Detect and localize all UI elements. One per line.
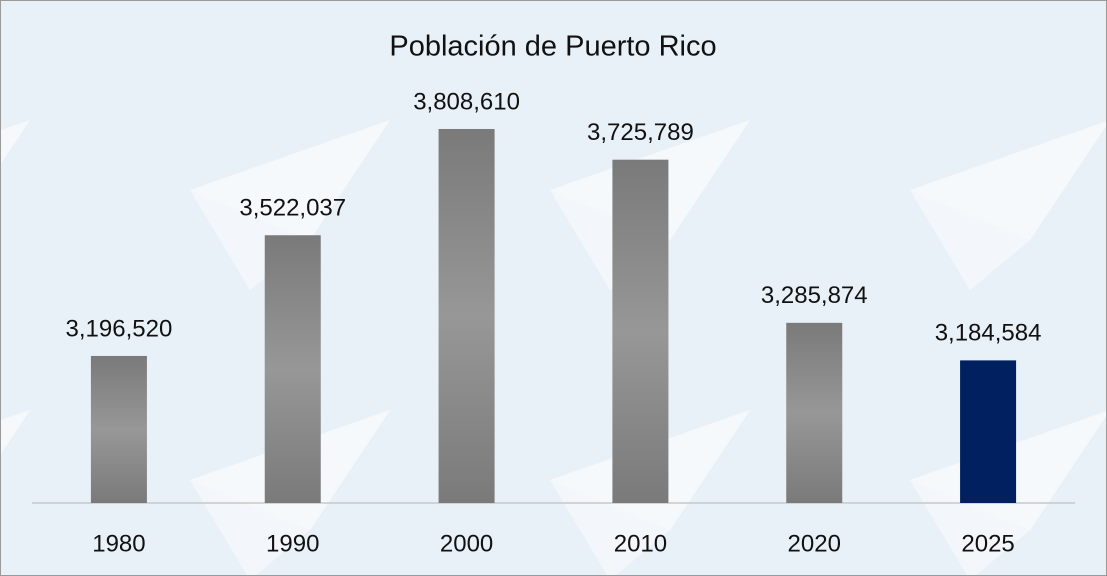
bar-shine: [612, 159, 669, 503]
x-tick-label: 1980: [92, 530, 145, 557]
bar-shine: [438, 128, 495, 503]
value-label: 3,196,520: [66, 315, 173, 342]
x-tick-label: 2025: [961, 530, 1014, 557]
value-label: 3,522,037: [239, 195, 346, 222]
x-tick-label: 2020: [788, 530, 841, 557]
value-label: 3,725,789: [587, 119, 694, 146]
bar-shine: [90, 355, 147, 503]
value-label: 3,184,584: [935, 320, 1042, 347]
value-label: 3,808,610: [413, 88, 520, 115]
bar-shine: [264, 235, 321, 503]
value-label: 3,285,874: [761, 282, 868, 309]
x-tick-label: 2000: [440, 530, 493, 557]
chart-title: Población de Puerto Rico: [389, 31, 716, 63]
bar: [960, 360, 1017, 503]
bar-shine: [786, 322, 843, 503]
x-tick-label: 2010: [614, 530, 667, 557]
x-tick-label: 1990: [266, 530, 319, 557]
